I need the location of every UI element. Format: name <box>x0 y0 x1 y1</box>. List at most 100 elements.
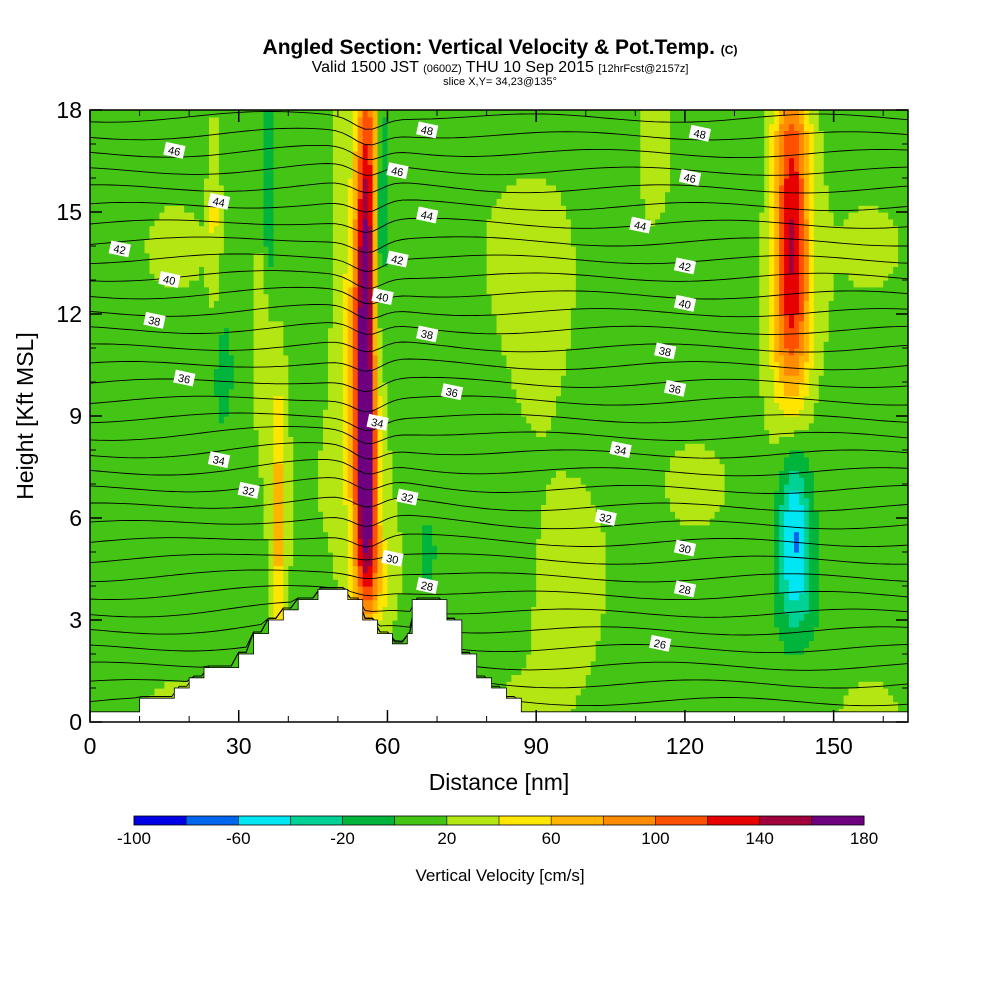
w-cell <box>650 701 656 709</box>
w-cell <box>739 701 745 709</box>
w-cell <box>898 613 904 621</box>
w-cell <box>184 599 190 607</box>
w-cell <box>655 620 661 628</box>
w-cell <box>119 524 126 533</box>
w-cell <box>114 606 121 614</box>
w-cell <box>863 626 869 635</box>
w-cell <box>709 654 716 662</box>
w-cell <box>645 660 651 669</box>
w-cell <box>174 620 180 628</box>
w-cell <box>595 599 602 607</box>
w-cell <box>223 640 230 648</box>
w-cell <box>228 552 235 560</box>
w-cell <box>600 545 607 553</box>
w-cell <box>863 681 869 689</box>
w-cell <box>342 558 349 567</box>
w-cell <box>724 545 731 553</box>
w-cell <box>486 558 493 567</box>
w-cell <box>471 531 478 539</box>
w-cell <box>446 552 453 560</box>
w-cell <box>486 613 493 621</box>
w-cell <box>441 572 448 580</box>
w-cell <box>645 613 651 621</box>
w-cell <box>605 654 612 662</box>
w-cell <box>779 694 785 703</box>
w-cell <box>828 660 835 669</box>
w-cell <box>560 606 567 614</box>
w-cell <box>769 572 775 580</box>
w-cell <box>793 620 800 628</box>
w-cell <box>169 640 175 648</box>
w-cell <box>491 626 498 635</box>
w-cell <box>298 531 304 539</box>
w-cell <box>650 626 656 635</box>
w-cell <box>774 633 780 641</box>
w-cell <box>526 592 532 601</box>
w-cell <box>789 518 795 526</box>
w-cell <box>263 545 270 553</box>
w-cell <box>303 545 309 553</box>
w-cell <box>828 572 835 580</box>
w-cell <box>213 586 220 594</box>
w-cell <box>506 613 512 621</box>
w-cell <box>774 701 780 709</box>
w-cell <box>204 565 210 573</box>
w-cell <box>674 565 681 573</box>
w-cell <box>580 558 587 567</box>
w-cell <box>893 565 899 573</box>
w-cell <box>670 674 676 682</box>
w-cell <box>789 552 795 560</box>
w-cell <box>813 701 820 709</box>
w-cell <box>779 633 785 641</box>
w-cell <box>759 518 765 526</box>
w-cell <box>888 667 894 675</box>
w-cell <box>858 681 864 689</box>
w-cell <box>660 599 666 607</box>
w-cell <box>174 558 180 567</box>
w-cell <box>665 531 671 539</box>
w-cell <box>496 572 503 580</box>
w-cell <box>694 633 701 641</box>
w-cell <box>248 606 255 614</box>
w-cell <box>179 667 185 675</box>
w-cell <box>679 647 686 655</box>
w-cell <box>585 620 592 628</box>
w-cell <box>218 647 225 655</box>
w-cell <box>169 511 175 519</box>
w-cell <box>739 599 745 607</box>
w-cell <box>501 524 508 533</box>
w-cell <box>843 545 850 553</box>
w-cell <box>858 613 864 621</box>
w-cell <box>818 701 825 709</box>
w-cell <box>645 701 651 709</box>
w-cell <box>893 667 899 675</box>
w-cell <box>739 647 745 655</box>
w-cell <box>808 613 815 621</box>
w-cell <box>491 586 498 594</box>
w-cell <box>174 545 180 553</box>
w-cell <box>471 552 478 560</box>
w-cell <box>660 586 666 594</box>
w-cell <box>526 545 532 553</box>
w-cell <box>253 606 260 614</box>
w-cell <box>352 552 359 560</box>
w-cell <box>903 558 908 567</box>
w-cell <box>461 586 468 594</box>
w-cell <box>268 552 275 560</box>
w-cell <box>451 524 458 533</box>
w-cell <box>769 586 775 594</box>
w-cell <box>556 586 562 594</box>
w-cell <box>536 538 542 546</box>
w-cell <box>749 681 755 689</box>
w-cell <box>303 579 309 587</box>
w-cell <box>392 592 398 601</box>
w-cell <box>114 565 121 573</box>
w-cell <box>134 647 141 655</box>
w-cell <box>169 565 175 573</box>
w-cell <box>838 606 845 614</box>
w-cell <box>893 545 899 553</box>
w-cell <box>570 654 577 662</box>
w-cell <box>888 572 894 580</box>
w-cell <box>863 579 869 587</box>
w-cell <box>397 579 403 587</box>
